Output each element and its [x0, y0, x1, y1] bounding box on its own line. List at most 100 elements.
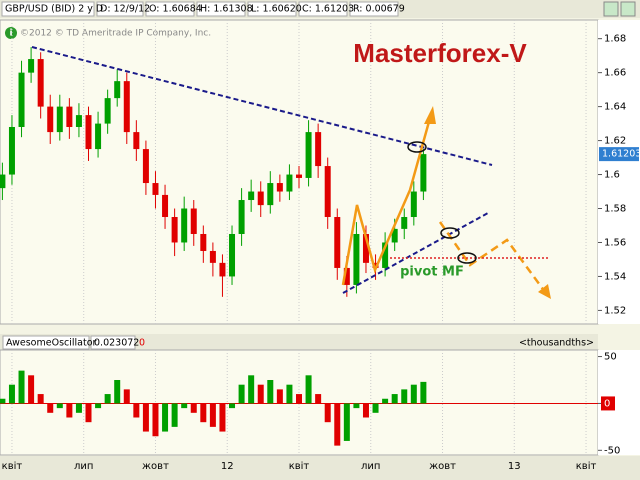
forecast-line: [438, 221, 547, 293]
candle-body: [114, 81, 121, 99]
bar: [296, 394, 302, 404]
bar: [353, 403, 360, 409]
last-price-label: 1.61203: [602, 149, 640, 160]
candle-body: [56, 106, 63, 133]
osc-box: [90, 335, 136, 350]
bar: [267, 380, 274, 404]
bar: [315, 394, 322, 404]
candle-body: [391, 228, 398, 243]
bar: [171, 403, 178, 427]
bar: [0, 398, 6, 404]
candle-body: [171, 217, 178, 243]
arrow-head: [538, 284, 551, 299]
bar: [382, 398, 389, 404]
header-box: [298, 1, 348, 17]
x-axis-bar: [0, 456, 640, 480]
candle-body: [190, 208, 197, 234]
copyright: ©2012 © TD Ameritrade IP Company, Inc.: [20, 29, 211, 39]
y-tick-label: 50: [604, 352, 617, 363]
bar: [391, 394, 398, 404]
candle-body: [104, 98, 111, 124]
osc-name: AwesomeOscillator: [6, 338, 97, 349]
date: D: 12/9/12: [100, 4, 150, 15]
drawings: Masterforex-V pivot MF: [31, 38, 551, 299]
header-box: [145, 1, 195, 17]
icon[interactable]: [603, 1, 619, 17]
candle-body: [286, 174, 293, 192]
bar: [276, 389, 283, 404]
arrow-head: [424, 106, 436, 124]
candle-body: [257, 191, 264, 206]
x-tick-label: жовт: [429, 461, 456, 472]
candle-body: [142, 149, 149, 184]
x-tick-label: жовт: [142, 461, 169, 472]
osc-layer: квіт лип жовт 12 квіт лип жовт 13 квіт 50 0 -50: [0, 350, 620, 472]
bar: [209, 403, 216, 427]
candle-body: [18, 72, 25, 127]
y-tick-label: 1.58: [604, 204, 626, 215]
bar: [229, 403, 236, 409]
osc-header-bar: [0, 334, 598, 350]
bar: [305, 375, 312, 404]
y-tick-label: 1.62: [604, 136, 626, 147]
info-icon[interactable]: [5, 27, 17, 39]
candle-body: [28, 59, 35, 73]
marker: [457, 252, 477, 264]
bar: [219, 403, 226, 432]
candle-body: [248, 191, 255, 201]
candle-body: [362, 233, 369, 263]
bar: [123, 389, 130, 404]
close: C: 1.61203: [302, 4, 354, 15]
candle-body: [200, 233, 207, 251]
bar: [248, 375, 255, 404]
bar: [372, 403, 379, 413]
annotation: Masterforex-V: [353, 38, 527, 68]
bar: [47, 403, 54, 413]
icon[interactable]: [620, 1, 636, 17]
candle-body: [47, 106, 54, 133]
bar: [410, 384, 417, 404]
osc-box: [2, 335, 90, 350]
bar: [104, 394, 111, 404]
candle-body: [229, 233, 236, 277]
bar: [286, 384, 293, 404]
candle-body: [420, 154, 427, 192]
candle-body: [133, 132, 140, 150]
trend-line: [31, 46, 493, 166]
bar: [324, 403, 331, 423]
x-tick-label: квіт: [576, 460, 597, 472]
candle-body: [410, 191, 417, 218]
candle-body: [66, 106, 73, 127]
x-tick-label: 12: [221, 461, 234, 472]
bar: [75, 403, 82, 413]
x-tick-label: лип: [74, 461, 93, 472]
osc-units: <thousandths>: [519, 338, 594, 349]
candle-body: [324, 166, 331, 218]
candle-body: [238, 200, 245, 234]
header-box: [196, 1, 246, 17]
header-box: [247, 1, 297, 17]
bar: [8, 384, 15, 404]
candle-body: [343, 267, 350, 285]
bar: [133, 403, 140, 418]
zero-box: [601, 396, 615, 411]
candle-body: [334, 217, 341, 268]
bar: [238, 384, 245, 404]
candle-body: [401, 217, 408, 229]
candle-body: [95, 123, 102, 150]
bar: [362, 403, 369, 418]
y-tick-label: 1.54: [604, 271, 626, 282]
bar: [114, 380, 121, 404]
bar: [37, 394, 44, 404]
x-tick-label: 13: [508, 461, 521, 472]
header-box: [349, 1, 399, 17]
y-tick-label: 0: [604, 398, 610, 409]
price-axis: [598, 20, 640, 324]
candle-body: [8, 126, 15, 175]
bar: [142, 403, 149, 432]
candle-body: [276, 183, 283, 192]
range: R: 0.00679: [353, 4, 405, 15]
y-tick-label: 1.64: [604, 102, 626, 113]
osc-current: 0.023072: [94, 338, 139, 349]
symbol: GBP/USD (BID) 2 y D: [5, 4, 103, 15]
